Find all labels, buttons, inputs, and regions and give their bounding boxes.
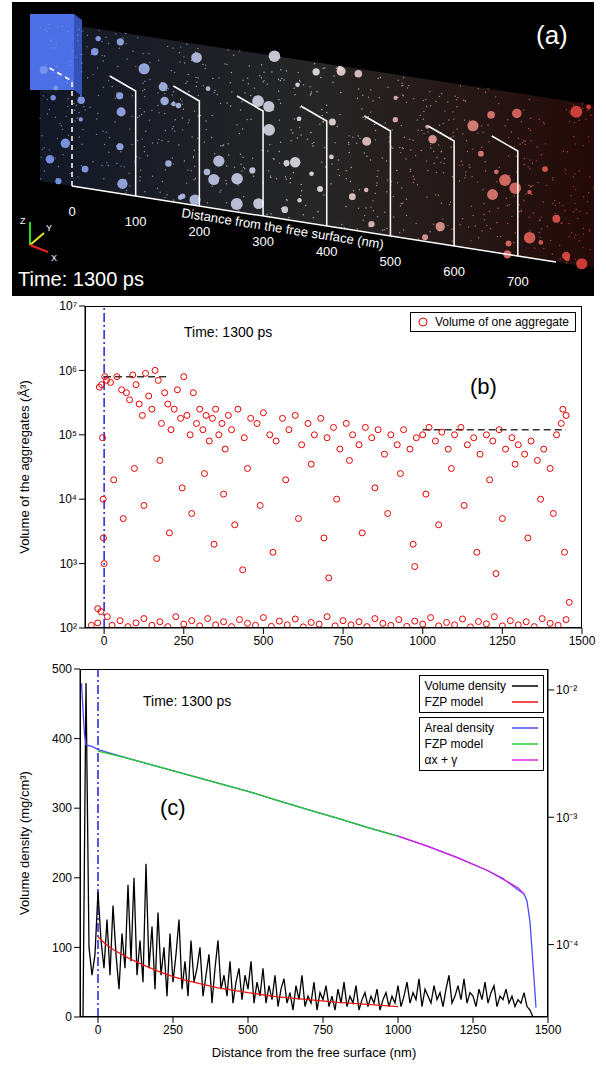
svg-text:10⁻³: 10⁻³: [556, 811, 577, 825]
svg-text:Time: 1300 ps: Time: 1300 ps: [18, 268, 144, 290]
html-text:(b): (b): [470, 374, 497, 399]
svg-text:1000: 1000: [385, 1023, 412, 1037]
svg-text:10⁶: 10⁶: [59, 364, 77, 378]
svg-text:250: 250: [174, 634, 194, 648]
svg-text:Volume density (mg/cm³): Volume density (mg/cm³): [17, 771, 32, 915]
html-text:Areal density: Areal density: [424, 721, 494, 735]
svg-text:100: 100: [125, 214, 147, 229]
svg-text:300: 300: [52, 801, 72, 815]
svg-text:1500: 1500: [569, 634, 596, 648]
svg-text:0: 0: [101, 634, 108, 648]
html-text:(c): (c): [160, 795, 186, 820]
html-text:Volume density: Volume density: [424, 679, 506, 693]
svg-text:10⁻²: 10⁻²: [556, 683, 577, 697]
svg-text:1250: 1250: [460, 1023, 487, 1037]
html-text:FZP model: FZP model: [424, 695, 484, 709]
svg-text:X: X: [51, 253, 57, 263]
svg-text:750: 750: [333, 634, 353, 648]
svg-text:200: 200: [189, 224, 211, 239]
svg-text:10⁷: 10⁷: [59, 299, 77, 313]
svg-text:10³: 10³: [60, 557, 77, 571]
svg-text:300: 300: [252, 234, 274, 249]
svg-text:Distance from the free surface: Distance from the free surface (nm): [212, 1045, 416, 1060]
svg-text:0: 0: [95, 1023, 102, 1037]
svg-text:700: 700: [507, 274, 529, 289]
svg-text:400: 400: [52, 732, 72, 746]
svg-text:0: 0: [65, 1010, 72, 1024]
svg-text:400: 400: [316, 244, 338, 259]
svg-text:Y: Y: [46, 223, 52, 233]
svg-text:500: 500: [52, 663, 72, 676]
html-text:Time: 1300 ps: Time: 1300 ps: [184, 324, 273, 340]
svg-text:0: 0: [68, 204, 75, 219]
html-text:Time: 1300 ps: Time: 1300 ps: [143, 693, 232, 709]
html-text:αx + γ: αx + γ: [424, 753, 458, 767]
svg-text:10⁴: 10⁴: [58, 492, 77, 506]
svg-text:Volume of the aggregates (Å³): Volume of the aggregates (Å³): [17, 380, 32, 553]
svg-text:1250: 1250: [489, 634, 516, 648]
svg-text:600: 600: [443, 264, 465, 279]
svg-text:750: 750: [313, 1023, 333, 1037]
svg-text:1500: 1500: [535, 1023, 562, 1037]
html-text:FZP model: FZP model: [424, 737, 484, 751]
svg-text:250: 250: [163, 1023, 183, 1037]
svg-text:(a): (a): [536, 20, 568, 50]
svg-text:10⁵: 10⁵: [59, 428, 77, 442]
svg-text:500: 500: [238, 1023, 258, 1037]
svg-text:500: 500: [380, 254, 402, 269]
svg-text:100: 100: [52, 941, 72, 955]
svg-text:10²: 10²: [60, 621, 77, 635]
html-text:Volume of one aggregate: Volume of one aggregate: [434, 315, 569, 329]
svg-text:1000: 1000: [409, 634, 436, 648]
svg-text:500: 500: [253, 634, 273, 648]
svg-text:10⁻⁴: 10⁻⁴: [556, 938, 579, 952]
svg-text:200: 200: [52, 871, 72, 885]
svg-text:Distance from the free surface: Distance from the free surface (nm): [181, 205, 385, 252]
svg-text:Z: Z: [20, 216, 26, 226]
